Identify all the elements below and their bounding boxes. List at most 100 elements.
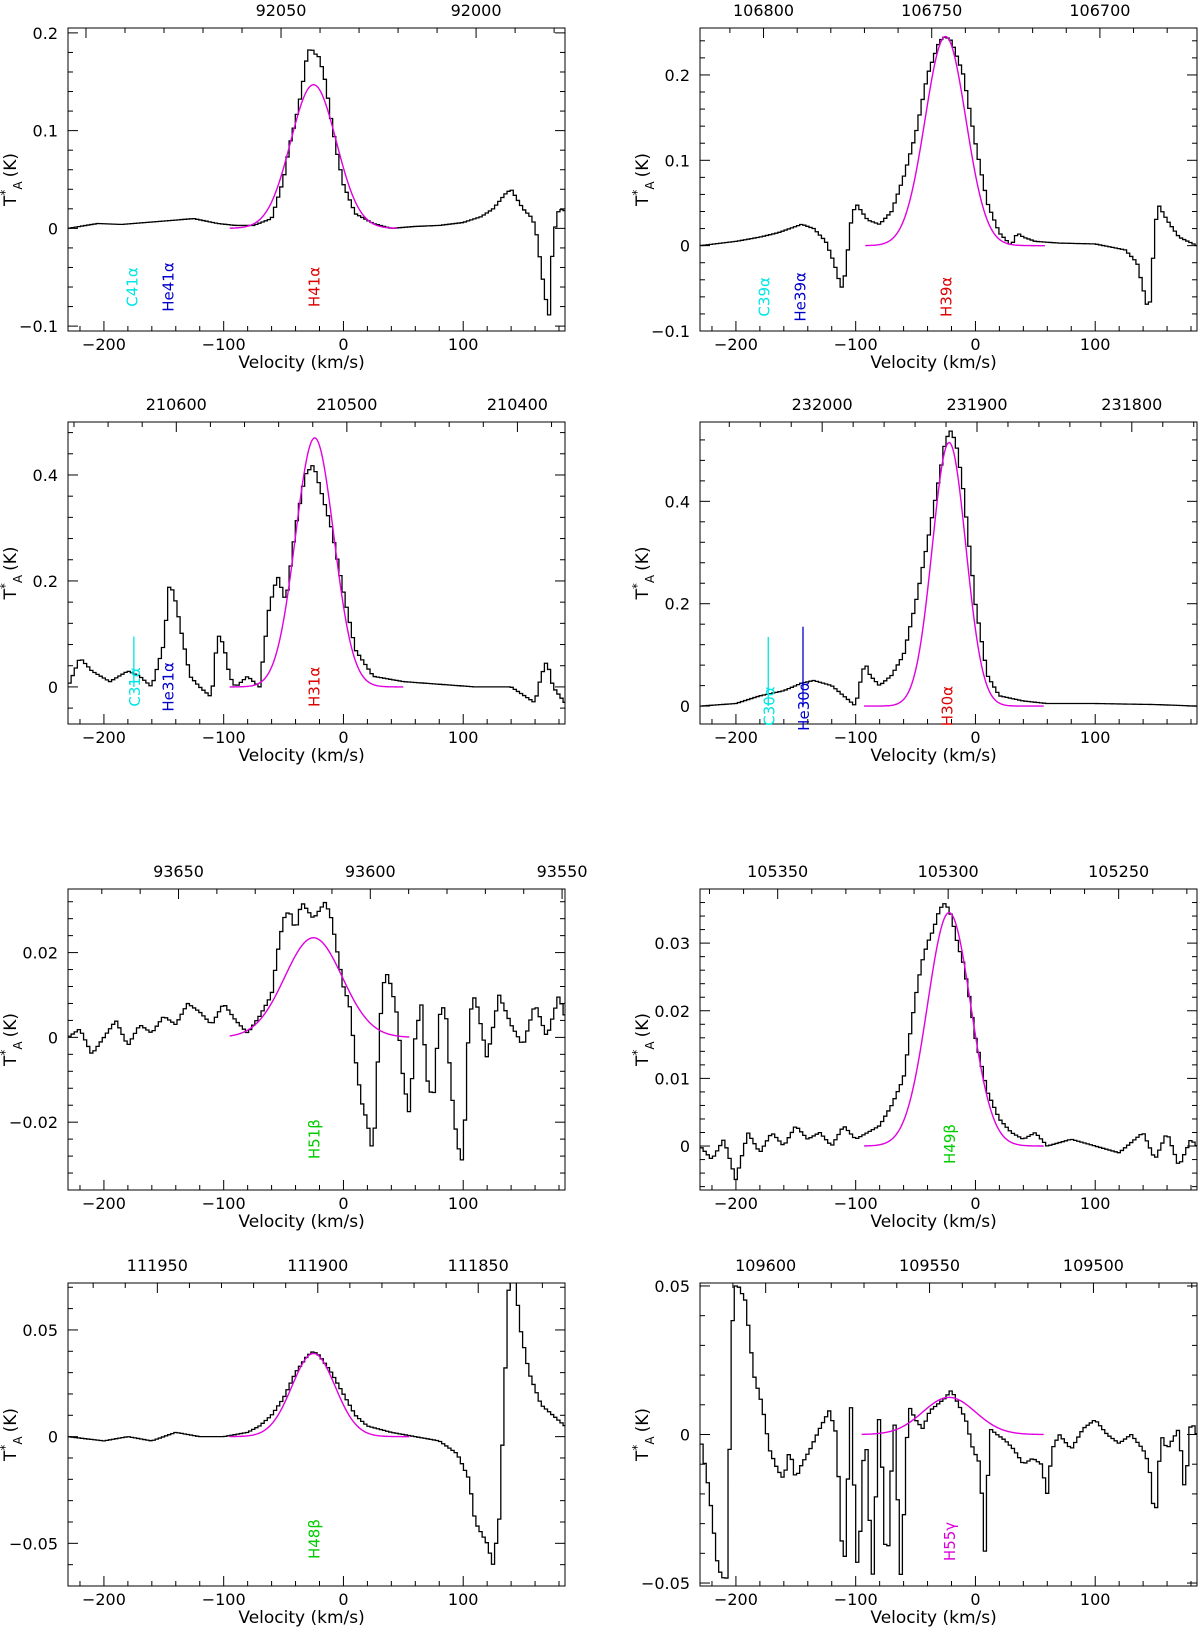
x-tick-label: −200 xyxy=(714,1194,758,1213)
y-tick-label: 0.02 xyxy=(654,1002,690,1021)
y-tick-label: −0.05 xyxy=(9,1534,58,1553)
y-axis-label: T*A(K) xyxy=(630,1408,657,1462)
top-tick-label: 231800 xyxy=(1101,395,1162,414)
x-tick-label: 100 xyxy=(448,728,479,747)
plot-frame xyxy=(67,27,566,332)
y-tick-label: 0.1 xyxy=(665,151,690,170)
x-tick-label: −100 xyxy=(834,335,878,354)
top-tick-label: 210500 xyxy=(316,395,377,414)
x-tick-label: −100 xyxy=(202,1590,246,1609)
spectrum-line xyxy=(68,901,565,1161)
spectrum-panel: −200 −100 0 100 Velocity (km/s) −0.05 0 0.05 T*A… xyxy=(0,1256,566,1628)
x-axis-label: Velocity (km/s) xyxy=(870,746,996,766)
line-marker-label: He39α xyxy=(791,272,809,322)
plot-frame xyxy=(699,27,1198,332)
top-tick-label: 210400 xyxy=(487,395,548,414)
spectrum-line xyxy=(68,465,565,703)
x-axis-label: Velocity (km/s) xyxy=(870,353,996,373)
plot-frame xyxy=(699,421,1198,725)
top-tick-label: 111900 xyxy=(287,1256,348,1275)
y-axis-label: T*A(K) xyxy=(0,153,25,207)
spectrum-line xyxy=(68,49,565,316)
x-tick-label: 0 xyxy=(970,335,980,354)
gaussian-fit xyxy=(861,1396,1044,1436)
gaussian-fit xyxy=(865,35,1045,247)
top-tick-label: 105300 xyxy=(918,862,979,881)
spectrum-line xyxy=(700,36,1197,305)
y-tick-label: 0.4 xyxy=(665,492,690,511)
y-axis-label: T*A(K) xyxy=(630,546,657,600)
y-tick-label: 0.2 xyxy=(665,595,690,614)
x-axis-label: Velocity (km/s) xyxy=(238,1608,364,1628)
y-tick-label: 0 xyxy=(680,237,690,256)
x-tick-label: 0 xyxy=(338,335,348,354)
gaussian-fit xyxy=(229,937,410,1038)
line-marker-label: H30α xyxy=(939,686,957,726)
top-tick-label: 93650 xyxy=(153,862,204,881)
gaussian-fit xyxy=(864,911,1044,1147)
x-tick-label: −200 xyxy=(714,335,758,354)
spectrum-line xyxy=(700,1285,1197,1579)
y-tick-label: 0.05 xyxy=(22,1321,58,1340)
y-tick-label: 0.05 xyxy=(654,1277,690,1296)
x-tick-label: −100 xyxy=(834,1194,878,1213)
plot-frame xyxy=(67,421,566,725)
x-axis-label: Velocity (km/s) xyxy=(870,1212,996,1232)
top-tick-label: 111950 xyxy=(127,1256,188,1275)
x-tick-label: 0 xyxy=(338,728,348,747)
y-tick-label: 0 xyxy=(48,219,58,238)
top-tick-label: 109550 xyxy=(899,1256,960,1275)
x-tick-label: −200 xyxy=(714,728,758,747)
x-axis-label: Velocity (km/s) xyxy=(238,353,364,373)
spectrum-panel: −200 −100 0 100 Velocity (km/s) −0.1 0 0.1 0.2 T*… xyxy=(0,1,566,373)
y-tick-label: 0 xyxy=(680,1426,690,1445)
y-tick-label: 0.01 xyxy=(654,1069,690,1088)
line-marker-label: H31α xyxy=(306,667,324,707)
x-tick-label: 0 xyxy=(338,1590,348,1609)
line-marker-label: C31α xyxy=(126,667,144,707)
y-tick-label: −0.05 xyxy=(641,1574,690,1593)
top-tick-label: 92050 xyxy=(256,1,307,20)
x-tick-label: 100 xyxy=(1080,335,1111,354)
x-tick-label: −200 xyxy=(82,728,126,747)
y-tick-label: 0.2 xyxy=(33,24,58,43)
top-tick-label: 106700 xyxy=(1069,1,1130,20)
spectrum-line xyxy=(68,1283,565,1565)
line-marker-label: H41α xyxy=(306,267,324,307)
y-tick-label: −0.1 xyxy=(651,322,690,341)
spectrum-panel: −200 −100 0 100 Velocity (km/s) −0.05 0 0.05 T*A… xyxy=(630,1256,1198,1628)
y-axis-label: T*A(K) xyxy=(630,153,657,207)
line-marker-label: H49β xyxy=(941,1124,959,1164)
spectrum-line xyxy=(700,903,1197,1181)
line-marker-label: He30α xyxy=(795,681,813,731)
y-tick-label: −0.1 xyxy=(19,317,58,336)
x-axis-label: Velocity (km/s) xyxy=(238,746,364,766)
y-tick-label: −0.02 xyxy=(9,1113,58,1132)
gaussian-fit xyxy=(229,437,404,688)
line-marker-label: H39α xyxy=(938,277,956,317)
x-tick-label: 100 xyxy=(1080,1194,1111,1213)
y-axis-label: T*A(K) xyxy=(0,1408,25,1462)
top-tick-label: 92000 xyxy=(451,1,502,20)
x-tick-label: −200 xyxy=(82,1590,126,1609)
gaussian-fit xyxy=(864,441,1044,707)
spectrum-line xyxy=(700,430,1197,707)
x-tick-label: 100 xyxy=(448,1590,479,1609)
y-tick-label: 0 xyxy=(48,1428,58,1447)
line-marker-label: H55γ xyxy=(941,1522,959,1561)
line-marker-label: H48β xyxy=(306,1519,324,1559)
y-axis-label: T*A(K) xyxy=(0,1013,25,1067)
x-tick-label: −200 xyxy=(82,335,126,354)
line-marker-label: He41α xyxy=(159,262,177,312)
line-marker-label: C41α xyxy=(123,267,141,307)
x-tick-label: 100 xyxy=(1080,728,1111,747)
spectrum-panel: −200 −100 0 100 Velocity (km/s) −0.1 0 0.1 0.2 T*… xyxy=(630,1,1198,373)
gaussian-fit xyxy=(229,83,398,229)
y-tick-label: 0.4 xyxy=(33,466,58,485)
top-tick-label: 111850 xyxy=(448,1256,509,1275)
top-tick-label: 105250 xyxy=(1088,862,1149,881)
line-marker-label: He31α xyxy=(159,662,177,712)
